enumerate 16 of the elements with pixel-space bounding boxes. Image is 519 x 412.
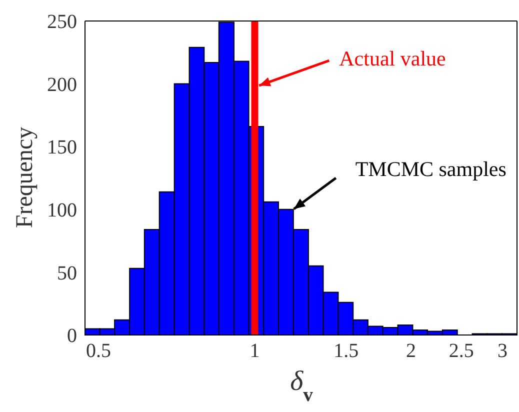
x-tick-label: 1.5 [334,340,359,362]
x-tick-label: 2.5 [448,340,474,362]
x-axis-title: δ$_{v}$ [290,366,314,406]
annotation: TMCMC samples [355,157,506,181]
x-tick-label: 0.5 [86,340,111,362]
y-axis-title: Frequency [12,126,38,228]
y-tick-label: 250 [47,11,77,34]
y-tick-label: 50 [57,262,77,284]
x-tick-label: 2 [406,340,416,362]
y-tick-label: 100 [47,200,77,222]
x-tick-label: 3 [497,340,508,362]
x-tick-label: 1 [250,340,260,362]
y-tick-label: 200 [47,74,77,96]
y-tick-label: 0 [67,325,77,348]
y-tick-label: 150 [47,136,77,159]
annotation: Actual value [339,46,446,71]
